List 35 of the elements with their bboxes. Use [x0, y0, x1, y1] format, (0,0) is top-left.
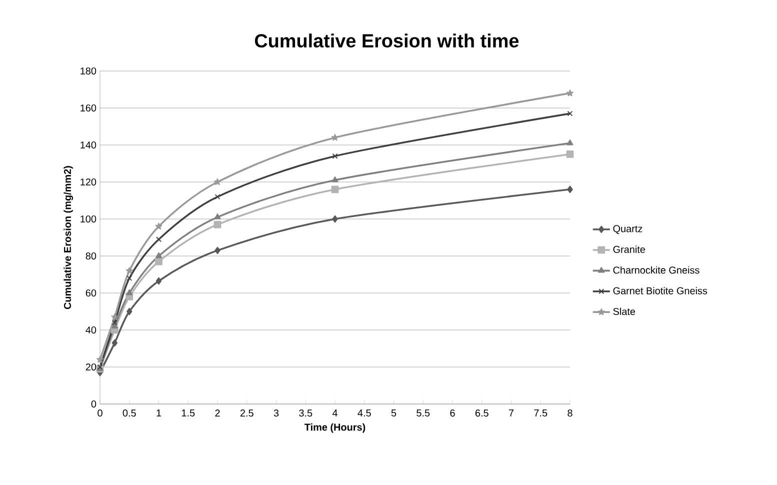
x-tick-label: 0.5: [122, 410, 136, 417]
x-tick-label: 2: [215, 410, 220, 416]
y-tick-label: 0: [91, 400, 96, 408]
y-tick-label: 180: [80, 67, 96, 75]
x-tick-label: 6: [450, 410, 455, 417]
legend-label: Charnockite Gneiss: [613, 266, 700, 274]
x-tick-label: 5: [391, 410, 396, 416]
x-tick-label: 3: [274, 410, 279, 417]
y-tick-label: 160: [80, 104, 96, 112]
y-tick-label: 20: [86, 363, 96, 371]
x-tick-label: 8: [568, 410, 572, 417]
chart-title: Cumulative Erosion with time: [254, 34, 519, 48]
x-tick-label: 1.5: [182, 410, 195, 416]
legend-label: Garnet Biotite Gneiss: [613, 287, 708, 294]
x-tick-label: 7: [508, 410, 514, 416]
y-tick-label: 100: [80, 215, 96, 223]
x-tick-label: 6.5: [475, 410, 488, 417]
legend-label: Slate: [613, 308, 636, 316]
x-axis-title: Time (Hours): [304, 423, 366, 433]
y-tick-label: 80: [86, 252, 96, 260]
y-tick-label: 60: [86, 289, 96, 297]
x-tick-label: 5.5: [416, 410, 430, 416]
x-tick-label: 2.5: [240, 410, 254, 417]
x-tick-label: 4.5: [358, 410, 371, 416]
y-tick-label: 140: [80, 141, 96, 149]
x-tick-label: 0: [98, 410, 102, 417]
legend-label: Quartz: [613, 225, 642, 234]
x-tick-label: 1: [156, 410, 162, 416]
legend-label: Granite: [613, 246, 645, 253]
x-tick-label: 3.5: [299, 410, 312, 417]
y-axis-title: Cumulative Erosion (mg/mm2): [64, 166, 74, 310]
y-tick-label: 40: [86, 326, 96, 334]
x-tick-label: 7.5: [534, 410, 548, 416]
x-tick-label: 4: [332, 410, 338, 416]
y-tick-label: 120: [80, 178, 96, 186]
